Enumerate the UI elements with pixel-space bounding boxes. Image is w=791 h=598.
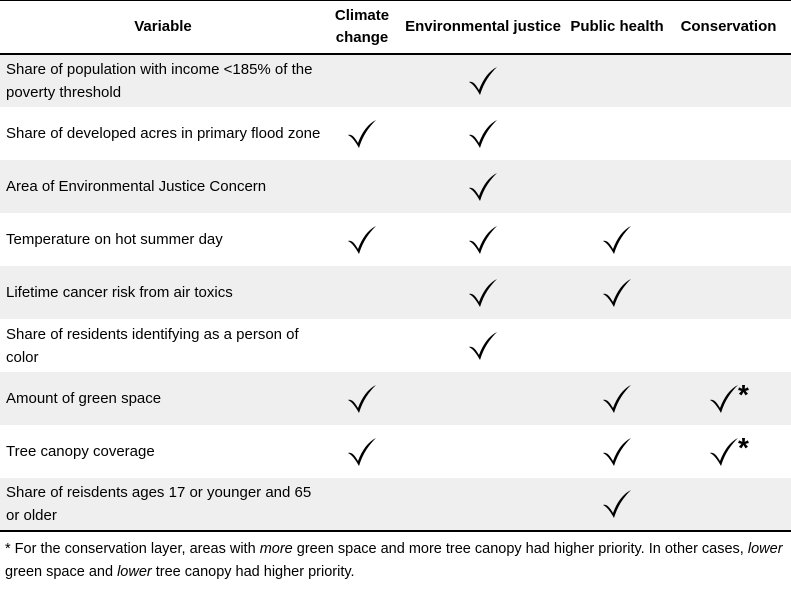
environmental-justice-cell [398, 160, 568, 213]
table-row: Share of residents identifying as a pers… [0, 319, 791, 372]
conservation-cell [666, 54, 791, 107]
asterisk-icon: * [738, 378, 749, 410]
checkmark-icon [601, 224, 633, 256]
footnote-text-1: * For the conservation layer, areas with [5, 541, 260, 557]
footnote-emphasis-lower-2: lower [117, 564, 152, 580]
conservation-cell [666, 107, 791, 160]
checkmark-icon [467, 330, 499, 362]
footnote-emphasis-more: more [259, 541, 293, 557]
environmental-justice-cell [398, 478, 568, 532]
conservation-cell: * [666, 372, 791, 425]
footnote-text-2: green space and more tree canopy had hig… [292, 541, 748, 557]
asterisk-icon: * [738, 431, 749, 463]
footnote-text-3: green space and [5, 564, 118, 580]
header-conservation: Conservation [666, 0, 791, 55]
table-row: Tree canopy coverage * [0, 425, 791, 478]
climate-change-cell [326, 213, 398, 266]
footnote-emphasis-lower-1: lower [747, 541, 783, 557]
table-row: Share of developed acres in primary floo… [0, 107, 791, 160]
climate-change-cell [326, 372, 398, 425]
environmental-justice-cell [398, 319, 568, 372]
checkmark-icon [346, 383, 378, 415]
variable-cell: Lifetime cancer risk from air toxics [6, 284, 233, 301]
checkmark-icon [708, 436, 740, 468]
header-variable: Variable [0, 0, 326, 55]
variable-cell: Area of Environmental Justice Concern [6, 178, 267, 195]
climate-change-cell [326, 478, 398, 532]
public-health-cell [568, 54, 666, 107]
table-row: Lifetime cancer risk from air toxics [0, 266, 791, 319]
conservation-cell [666, 213, 791, 266]
environmental-justice-cell [398, 213, 568, 266]
public-health-cell [568, 107, 666, 160]
public-health-cell [568, 266, 666, 319]
checkmark-icon [601, 488, 633, 520]
checkmark-icon [346, 436, 378, 468]
table-row: Amount of green space * [0, 372, 791, 425]
checkmark-icon [467, 171, 499, 203]
conservation-cell [666, 266, 791, 319]
public-health-cell [568, 160, 666, 213]
checkmark-icon [346, 118, 378, 150]
footnote: * For the conservation layer, areas with… [5, 538, 785, 584]
checkmark-icon [601, 383, 633, 415]
checkmark-icon [467, 277, 499, 309]
climate-change-cell [326, 107, 398, 160]
environmental-justice-cell [398, 266, 568, 319]
environmental-justice-cell [398, 107, 568, 160]
public-health-cell [568, 478, 666, 532]
checkmark-icon [467, 65, 499, 97]
footnote-text-4: tree canopy had higher priority. [151, 564, 355, 580]
header-climate-change: Climate change [326, 0, 398, 55]
variable-cell: Tree canopy coverage [6, 443, 155, 460]
checkmark-icon [467, 118, 499, 150]
environmental-justice-cell [398, 54, 568, 107]
climate-change-cell [326, 160, 398, 213]
checkmark-icon [346, 224, 378, 256]
environmental-justice-cell [398, 425, 568, 478]
variable-cell: Temperature on hot summer day [6, 231, 223, 248]
public-health-cell [568, 319, 666, 372]
environmental-justice-cell [398, 372, 568, 425]
criteria-table-container: Variable Climate change Environmental ju… [0, 0, 791, 532]
public-health-cell [568, 213, 666, 266]
checkmark-icon [601, 436, 633, 468]
table-row: Share of reisdents ages 17 or younger an… [0, 478, 791, 532]
variable-cell: Share of population with income <185% of… [6, 61, 313, 101]
conservation-cell [666, 319, 791, 372]
variable-cell: Share of reisdents ages 17 or younger an… [0, 478, 326, 532]
climate-change-cell [326, 266, 398, 319]
conservation-cell [666, 160, 791, 213]
climate-change-cell [326, 54, 398, 107]
checkmark-icon [467, 224, 499, 256]
climate-change-cell [326, 425, 398, 478]
public-health-cell [568, 372, 666, 425]
conservation-cell: * [666, 425, 791, 478]
climate-change-cell [326, 319, 398, 372]
public-health-cell [568, 425, 666, 478]
table-body: Share of population with income <185% of… [0, 54, 791, 532]
header-environmental-justice: Environmental justice [398, 0, 568, 55]
table-row: Area of Environmental Justice Concern [0, 160, 791, 213]
header-row: Variable Climate change Environmental ju… [0, 0, 791, 55]
table-row: Temperature on hot summer day [0, 213, 791, 266]
variable-cell: Share of developed acres in primary floo… [6, 125, 321, 142]
header-public-health: Public health [568, 0, 666, 55]
criteria-table: Variable Climate change Environmental ju… [0, 0, 791, 532]
variable-cell: Amount of green space [6, 390, 162, 407]
checkmark-icon [601, 277, 633, 309]
checkmark-icon [708, 383, 740, 415]
conservation-cell [666, 478, 791, 532]
variable-cell: Share of residents identifying as a pers… [6, 325, 299, 366]
table-row: Share of population with income <185% of… [0, 54, 791, 107]
